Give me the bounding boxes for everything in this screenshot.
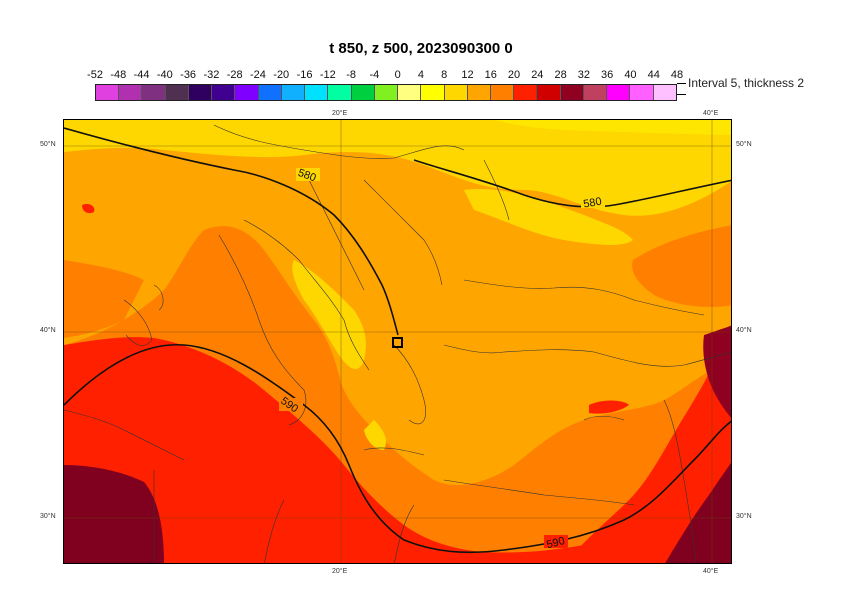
colorbar-tick-label: -52 — [87, 69, 103, 81]
colorbar-tick-label: -36 — [180, 69, 197, 81]
fill-yellow-east — [464, 189, 633, 245]
fill-maroon-sw — [64, 465, 164, 563]
colorbar-tick-label: -16 — [296, 69, 313, 81]
fill-yellow-balkans — [292, 260, 366, 370]
map-panel: 580 580 590 590 — [63, 119, 732, 564]
station-marker — [392, 337, 403, 348]
colorbar-tick-label: 32 — [577, 69, 590, 81]
fill-dark-orange-south — [64, 260, 144, 338]
colorbar-swatch — [351, 85, 375, 100]
colorbar-tick-label: 40 — [624, 69, 637, 81]
lat-label-right-40: 40°N — [736, 327, 752, 334]
fill-red-west — [64, 337, 602, 563]
coastlines — [64, 124, 731, 563]
colorbar-swatch — [537, 85, 561, 100]
colorbar-swatch — [374, 85, 399, 100]
lon-label-bottom-40: 40°E — [703, 568, 719, 575]
colorbar-swatch — [188, 85, 213, 100]
lat-label-left-40: 40°N — [40, 327, 56, 334]
colorbar-tick-label: -8 — [346, 69, 356, 81]
colorbar — [95, 84, 677, 101]
fill-yellow-greece — [387, 335, 446, 426]
colorbar-swatch — [421, 85, 445, 100]
colorbar-swatch — [467, 85, 491, 100]
colorbar-tick-label: -4 — [369, 69, 380, 81]
fill-dark-orange-east — [632, 225, 731, 307]
colorbar-tick-label: 36 — [601, 69, 614, 81]
fill-dark-red-spot — [82, 203, 95, 214]
colorbar-labels: -52 -48 -44 -40 -36 -32 -28 -24 -20 -16 -12 -8 -4 0 4 8… — [87, 69, 683, 83]
colorbar-tick-label: -40 — [156, 69, 173, 81]
lon-label-bottom-20: 20°E — [332, 568, 348, 575]
contours — [64, 127, 731, 554]
colorbar-swatch — [560, 85, 584, 100]
fill-yellow-aegean — [364, 420, 386, 450]
fill-maroon-se — [665, 462, 731, 563]
colorbar-swatch — [583, 85, 608, 100]
lat-label-left-50: 50°N — [40, 141, 56, 148]
colorbar-tick-label: -32 — [203, 69, 220, 81]
colorbar-tick-label: 20 — [507, 69, 521, 81]
colorbar-swatch — [444, 85, 468, 100]
contour-label-4: 590 — [545, 535, 566, 551]
lon-label-top-40: 40°E — [703, 110, 719, 117]
contour-590 — [64, 343, 731, 554]
colorbar-tick-label: -12 — [319, 69, 336, 81]
contour-580-east — [413, 159, 731, 208]
graticule — [64, 120, 731, 563]
map-canvas: 580 580 590 590 — [64, 120, 731, 563]
fill-red-east — [565, 325, 731, 563]
lat-label-right-30: 30°N — [736, 513, 752, 520]
colorbar-swatch — [142, 85, 166, 100]
fill-maroon-east — [703, 325, 731, 418]
colorbar-swatch — [212, 85, 236, 100]
colorbar-swatch — [165, 85, 189, 100]
colorbar-swatch — [119, 85, 143, 100]
colorbar-tick-label: 44 — [647, 69, 660, 81]
colorbar-tick-label: 24 — [531, 69, 544, 81]
contour-labels: 580 580 590 590 — [278, 167, 605, 551]
lat-label-left-30: 30°N — [40, 513, 56, 520]
contour-580-west — [64, 127, 399, 336]
legend-contour-sample — [677, 83, 686, 95]
lat-label-right-50: 50°N — [736, 141, 752, 148]
fill-yellow-north — [64, 120, 731, 216]
colorbar-tick-label: -48 — [110, 69, 127, 81]
colorbar-swatch — [607, 85, 631, 100]
colorbar-swatch — [653, 85, 676, 100]
colorbar-tick-label: -44 — [133, 69, 150, 81]
lon-label-top-20: 20°E — [332, 110, 348, 117]
chart-title: t 850, z 500, 2023090300 0 — [329, 40, 513, 57]
colorbar-swatch — [258, 85, 282, 100]
fill-red-cyprus — [589, 400, 629, 414]
colorbar-swatch — [490, 85, 515, 100]
colorbar-tick-label: 4 — [417, 69, 424, 81]
colorbar-tick-label: -20 — [273, 69, 290, 81]
colorbar-tick-label: 48 — [670, 69, 684, 81]
colorbar-tick-label: 0 — [394, 69, 401, 81]
colorbar-tick-label: -28 — [226, 69, 243, 81]
colorbar-tick-label: 28 — [554, 69, 567, 81]
colorbar-tick-label: 8 — [441, 69, 448, 81]
contour-label-1: 580 — [296, 167, 317, 185]
colorbar-tick-label: -24 — [250, 69, 266, 81]
contour-label-2: 580 — [582, 196, 602, 211]
colorbar-tick-label: 16 — [484, 69, 497, 81]
colorbar-swatch — [281, 85, 306, 100]
colorbar-swatch — [630, 85, 654, 100]
fill-pale-yellow — [494, 120, 731, 135]
legend-note: Interval 5, thickness 2 — [688, 76, 805, 90]
colorbar-swatch — [514, 85, 538, 100]
colorbar-swatch — [305, 85, 329, 100]
colorbar-swatch — [398, 85, 422, 100]
colorbar-swatch — [328, 85, 352, 100]
colorbar-tick-label: 12 — [461, 69, 474, 81]
colorbar-swatch — [96, 85, 120, 100]
colorbar-swatch — [235, 85, 259, 100]
